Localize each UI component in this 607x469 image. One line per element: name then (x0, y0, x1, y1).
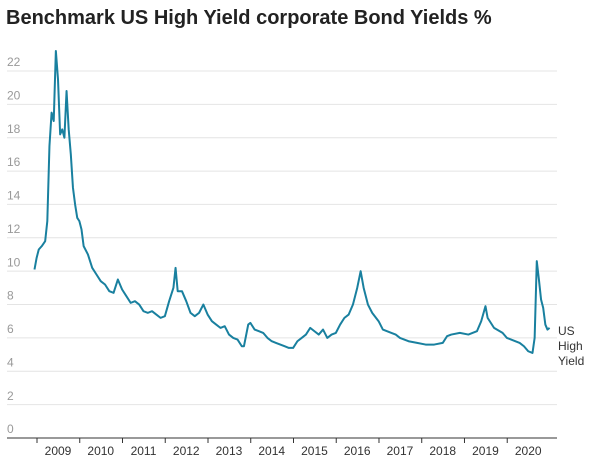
x-tick-label: 2009 (45, 444, 72, 458)
y-tick-label: 6 (7, 322, 14, 336)
y-tick-label: 14 (7, 189, 21, 203)
x-tick-label: 2016 (344, 444, 371, 458)
y-tick-label: 0 (7, 422, 14, 436)
series-label: US High Yield (558, 324, 585, 368)
x-tick-label: 2019 (472, 444, 499, 458)
y-tick-label: 20 (7, 89, 21, 103)
x-tick-label: 2018 (429, 444, 456, 458)
y-tick-label: 16 (7, 155, 21, 169)
y-tick-label: 18 (7, 122, 21, 136)
x-tick-label: 2011 (131, 444, 157, 458)
y-tick-label: 8 (7, 289, 14, 303)
y-tick-label: 4 (7, 355, 14, 369)
x-tick-label: 2012 (173, 444, 200, 458)
y-tick-label: 10 (7, 255, 21, 269)
x-tick-label: 2014 (258, 444, 285, 458)
y-tick-label: 12 (7, 222, 21, 236)
x-tick-label: 2020 (515, 444, 542, 458)
x-tick-label: 2010 (87, 444, 114, 458)
data-line (33, 49, 551, 354)
y-tick-label: 22 (7, 55, 21, 69)
chart-title: Benchmark US High Yield corporate Bond Y… (6, 7, 492, 29)
x-tick-label: 2013 (216, 444, 243, 458)
y-tick-label: 2 (7, 389, 14, 403)
x-tick-label: 2017 (387, 444, 414, 458)
x-tick-label: 2015 (301, 444, 328, 458)
